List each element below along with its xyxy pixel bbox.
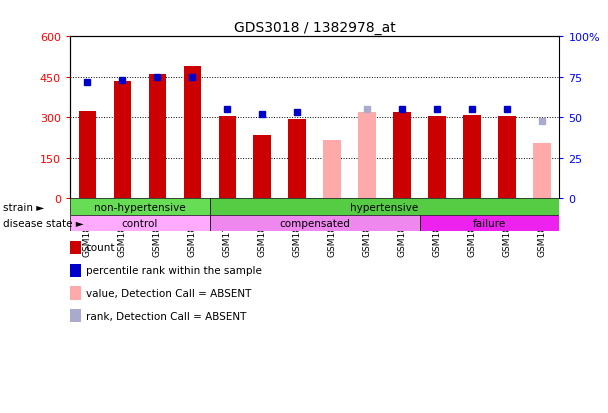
- Bar: [254, 135, 271, 199]
- Bar: [323, 141, 341, 199]
- Text: failure: failure: [473, 218, 506, 228]
- Text: value, Detection Call = ABSENT: value, Detection Call = ABSENT: [86, 288, 251, 298]
- Bar: [463, 115, 481, 199]
- Bar: [70, 215, 210, 231]
- Bar: [70, 199, 210, 215]
- Text: control: control: [122, 218, 158, 228]
- Bar: [114, 82, 131, 199]
- Text: GSM180082: GSM180082: [118, 202, 127, 256]
- Text: count: count: [86, 243, 116, 253]
- Text: GSM178755: GSM178755: [223, 202, 232, 256]
- Text: strain ►: strain ►: [3, 202, 44, 212]
- Bar: [288, 119, 306, 199]
- Bar: [420, 215, 559, 231]
- Bar: [498, 117, 516, 199]
- Text: GSM180069: GSM180069: [468, 202, 477, 256]
- Text: hypertensive: hypertensive: [350, 202, 419, 212]
- Text: GSM180089: GSM180089: [188, 202, 197, 256]
- Text: GSM180068: GSM180068: [432, 202, 441, 256]
- Text: disease state ►: disease state ►: [3, 218, 84, 228]
- Bar: [184, 67, 201, 199]
- Bar: [358, 114, 376, 199]
- Text: GSM180073: GSM180073: [502, 202, 511, 256]
- Bar: [210, 199, 559, 215]
- Text: compensated: compensated: [279, 218, 350, 228]
- Text: GSM180062: GSM180062: [362, 202, 371, 256]
- Text: GSM180075: GSM180075: [537, 202, 547, 256]
- Bar: [218, 117, 236, 199]
- Text: GSM180057: GSM180057: [258, 202, 267, 256]
- Text: percentile rank within the sample: percentile rank within the sample: [86, 266, 261, 275]
- Bar: [78, 112, 96, 199]
- Bar: [393, 113, 411, 199]
- Bar: [148, 75, 166, 199]
- Bar: [533, 144, 551, 199]
- Text: GSM180065: GSM180065: [398, 202, 407, 256]
- Title: GDS3018 / 1382978_at: GDS3018 / 1382978_at: [233, 21, 396, 35]
- Text: GSM180085: GSM180085: [153, 202, 162, 256]
- Bar: [210, 215, 420, 231]
- Text: rank, Detection Call = ABSENT: rank, Detection Call = ABSENT: [86, 311, 246, 321]
- Bar: [428, 117, 446, 199]
- Bar: [358, 113, 376, 199]
- Text: GSM180061: GSM180061: [328, 202, 337, 256]
- Text: GSM180079: GSM180079: [83, 202, 92, 256]
- Text: non-hypertensive: non-hypertensive: [94, 202, 185, 212]
- Text: GSM180059: GSM180059: [292, 202, 302, 256]
